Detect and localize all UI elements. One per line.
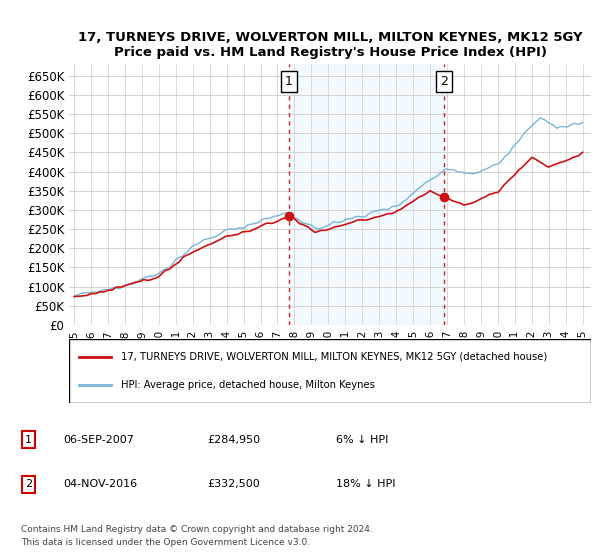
Text: 06-SEP-2007: 06-SEP-2007	[63, 435, 134, 445]
Text: 04-NOV-2016: 04-NOV-2016	[63, 479, 137, 489]
Text: HPI: Average price, detached house, Milton Keynes: HPI: Average price, detached house, Milt…	[121, 380, 375, 390]
Text: 6% ↓ HPI: 6% ↓ HPI	[336, 435, 388, 445]
Text: 18% ↓ HPI: 18% ↓ HPI	[336, 479, 395, 489]
FancyBboxPatch shape	[69, 339, 591, 403]
Text: 1: 1	[25, 435, 32, 445]
Bar	[289, 64, 444, 325]
Text: Contains HM Land Registry data © Crown copyright and database right 2024.: Contains HM Land Registry data © Crown c…	[21, 525, 373, 534]
Text: 17, TURNEYS DRIVE, WOLVERTON MILL, MILTON KEYNES, MK12 5GY (detached house): 17, TURNEYS DRIVE, WOLVERTON MILL, MILTO…	[121, 352, 547, 362]
Text: 1: 1	[285, 75, 293, 88]
Text: This data is licensed under the Open Government Licence v3.0.: This data is licensed under the Open Gov…	[21, 538, 310, 547]
Text: £332,500: £332,500	[207, 479, 260, 489]
Text: 2: 2	[25, 479, 32, 489]
Text: £284,950: £284,950	[207, 435, 260, 445]
Title: 17, TURNEYS DRIVE, WOLVERTON MILL, MILTON KEYNES, MK12 5GY
Price paid vs. HM Lan: 17, TURNEYS DRIVE, WOLVERTON MILL, MILTO…	[77, 31, 583, 59]
Text: 2: 2	[440, 75, 448, 88]
